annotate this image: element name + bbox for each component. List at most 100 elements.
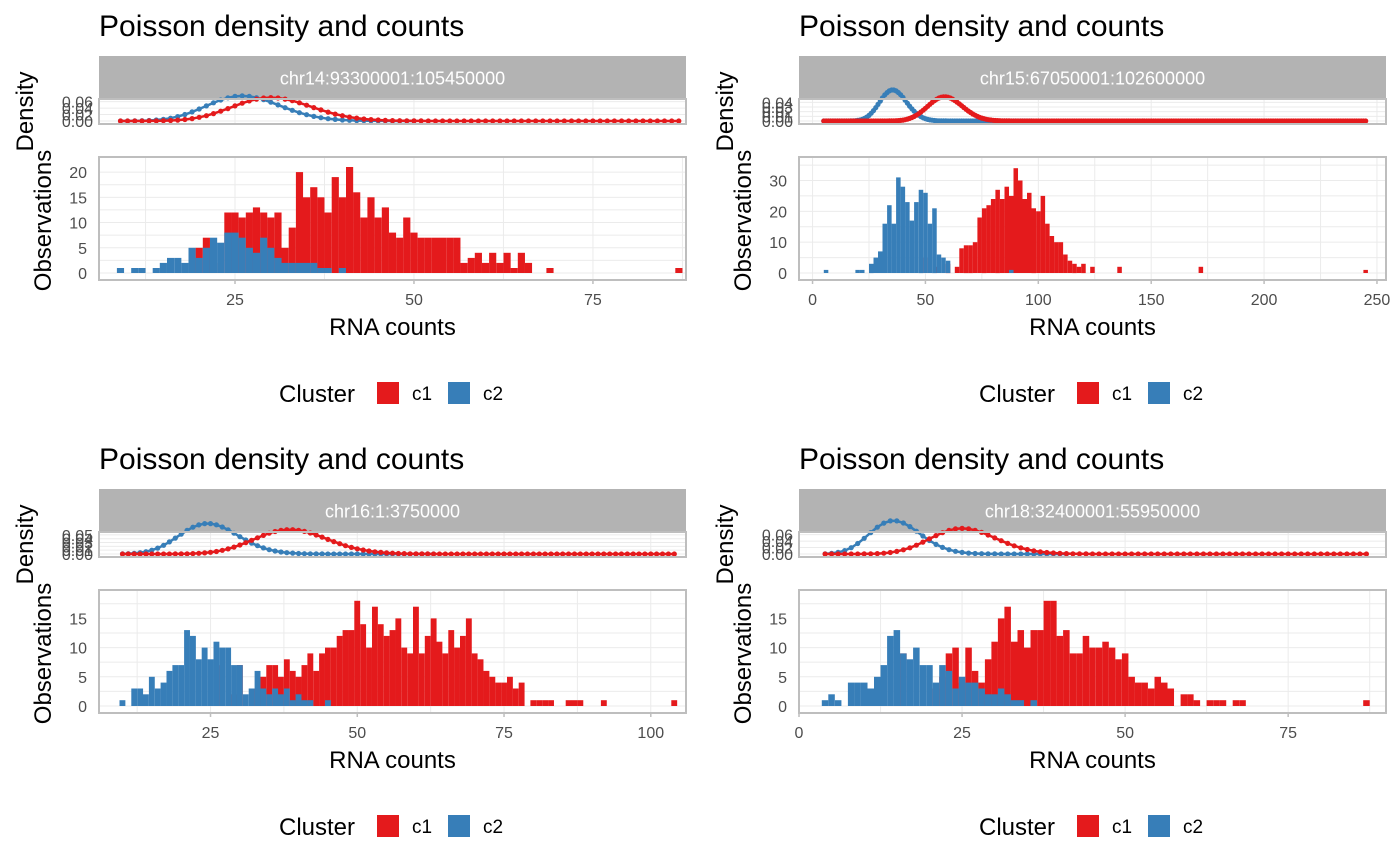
bar-c2 bbox=[231, 232, 239, 273]
bar-c2 bbox=[861, 682, 868, 706]
legend: Cluster c1 c2 bbox=[979, 814, 1203, 841]
density-point-c1 bbox=[959, 525, 965, 531]
density-point-c1 bbox=[1050, 550, 1056, 556]
legend-swatch-c1 bbox=[377, 382, 399, 404]
bar-c1 bbox=[395, 618, 402, 706]
density-tick-label: 0.02 bbox=[762, 541, 793, 558]
density-panel: 0.000.020.040.06 bbox=[762, 518, 1387, 564]
density-point-c1 bbox=[418, 118, 424, 124]
chart-panel-2: Poisson density and counts chr15:67050001… bbox=[712, 10, 1390, 408]
density-point-c1 bbox=[642, 551, 648, 557]
bar-c2 bbox=[188, 247, 196, 273]
bar-c1 bbox=[1081, 263, 1086, 274]
x-tick-label: 50 bbox=[405, 292, 423, 309]
density-tick-label: 0.03 bbox=[62, 536, 93, 553]
bar-c1 bbox=[295, 172, 304, 273]
density-point-c1 bbox=[284, 527, 290, 533]
bar-c1 bbox=[517, 252, 525, 273]
bar-c1 bbox=[1017, 630, 1025, 706]
density-point-c1 bbox=[342, 543, 349, 549]
legend: Cluster c1 c2 bbox=[279, 381, 503, 408]
density-tick-label: 0.06 bbox=[762, 528, 793, 545]
density-point-c1 bbox=[447, 118, 453, 124]
bar-c1 bbox=[453, 237, 461, 273]
density-point-c1 bbox=[654, 551, 660, 557]
density-point-c2 bbox=[325, 116, 331, 122]
bar-c2 bbox=[274, 257, 282, 273]
bar-c1 bbox=[317, 197, 325, 273]
bar-c2 bbox=[896, 177, 901, 273]
bar-c1 bbox=[289, 670, 296, 706]
bar-c2 bbox=[224, 232, 232, 273]
density-point-c1 bbox=[175, 117, 181, 123]
bar-c1 bbox=[336, 635, 343, 706]
bar-c2 bbox=[828, 694, 835, 706]
bar-c2 bbox=[882, 223, 888, 273]
density-point-c1 bbox=[184, 551, 190, 557]
legend-title: Cluster bbox=[279, 814, 355, 841]
bar-c2 bbox=[880, 665, 888, 706]
bar-c1 bbox=[1069, 653, 1077, 706]
density-point-c1 bbox=[440, 118, 446, 124]
bar-c1 bbox=[518, 682, 525, 706]
x-tick-label: 0 bbox=[808, 292, 817, 309]
density-point-c1 bbox=[1266, 551, 1272, 557]
density-point-c1 bbox=[189, 116, 195, 122]
x-axis-title: RNA counts bbox=[329, 747, 456, 774]
density-point-c1 bbox=[489, 551, 495, 557]
density-point-c1 bbox=[237, 542, 243, 548]
density-point-c1 bbox=[630, 551, 636, 557]
density-tick-label: 0.00 bbox=[62, 114, 93, 131]
density-point-c1 bbox=[125, 551, 131, 557]
bar-c2 bbox=[225, 647, 232, 706]
density-point-c1 bbox=[829, 551, 835, 557]
density-panel: 0.000.010.020.030.04 bbox=[762, 87, 1387, 131]
density-point-c2 bbox=[210, 100, 217, 106]
density-point-c1 bbox=[1161, 551, 1167, 557]
bar-c2 bbox=[260, 688, 267, 706]
density-tick-label: 0.01 bbox=[762, 109, 793, 126]
bar-c1 bbox=[389, 630, 396, 706]
bar-c1 bbox=[536, 700, 543, 706]
bar-c2 bbox=[317, 268, 325, 273]
density-point-c1 bbox=[1083, 551, 1089, 557]
chart-panel-3: Poisson density and counts chr16:1:375000… bbox=[12, 443, 687, 841]
bar-c1 bbox=[342, 630, 349, 706]
bar-c1 bbox=[501, 682, 507, 706]
density-point-c1 bbox=[475, 118, 481, 124]
obs-panel-border bbox=[798, 156, 1387, 281]
bar-c1 bbox=[252, 207, 261, 273]
bar-c1 bbox=[952, 647, 959, 706]
density-point-c1 bbox=[425, 551, 431, 557]
density-point-c1 bbox=[540, 118, 546, 124]
density-point-c1 bbox=[432, 118, 439, 124]
density-point-c1 bbox=[407, 551, 413, 557]
x-axis-title: RNA counts bbox=[1029, 314, 1156, 341]
bar-c1 bbox=[1161, 682, 1168, 706]
density-point-c1 bbox=[384, 550, 390, 556]
bar-c1 bbox=[407, 653, 414, 706]
density-point-c1 bbox=[1298, 551, 1304, 557]
facet-strip-label: chr14:93300001:105450000 bbox=[280, 69, 505, 89]
density-point-c1 bbox=[1096, 551, 1102, 557]
density-axis-title: Density bbox=[712, 71, 739, 151]
density-point-c1 bbox=[436, 551, 443, 557]
density-point-c1 bbox=[190, 551, 196, 557]
density-point-c2 bbox=[339, 117, 345, 123]
bar-c1 bbox=[1167, 688, 1175, 706]
bar-c1 bbox=[577, 700, 584, 706]
bar-c2 bbox=[984, 694, 992, 706]
density-point-c1 bbox=[576, 118, 582, 124]
density-point-c2 bbox=[155, 545, 161, 551]
bar-c2 bbox=[281, 262, 289, 273]
bar-c1 bbox=[1076, 653, 1083, 706]
bar-c1 bbox=[1180, 694, 1188, 706]
bar-c1 bbox=[1076, 266, 1082, 273]
bar-c2 bbox=[927, 223, 933, 273]
bar-c1 bbox=[542, 700, 549, 706]
bar-c2 bbox=[201, 647, 208, 706]
bar-c2 bbox=[254, 670, 261, 706]
bar-c2 bbox=[932, 208, 937, 274]
density-point-c1 bbox=[583, 551, 589, 557]
bar-c1 bbox=[1018, 180, 1023, 273]
